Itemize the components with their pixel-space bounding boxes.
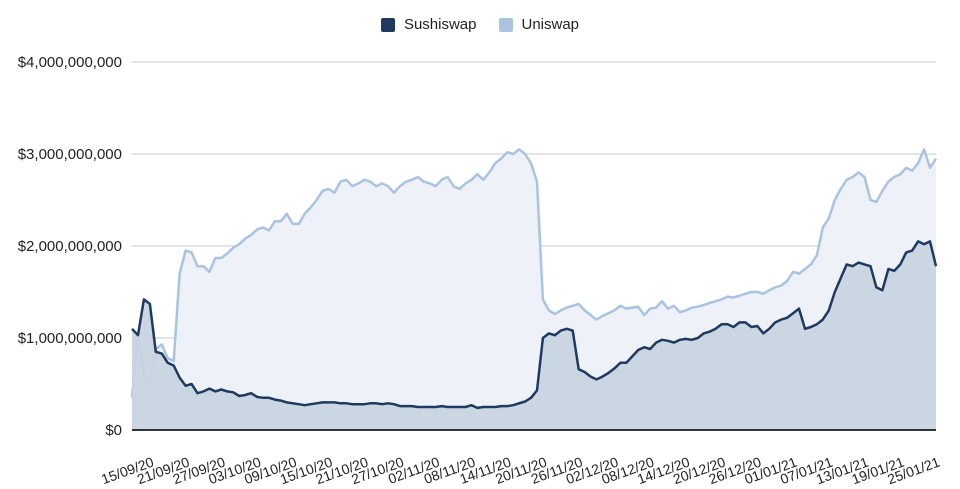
y-tick-label: $1,000,000,000 xyxy=(18,330,122,347)
legend-label-sushiswap: Sushiswap xyxy=(403,16,477,33)
y-tick-label: $3,000,000,000 xyxy=(18,146,122,163)
y-tick-label: $4,000,000,000 xyxy=(18,54,122,71)
legend-item-uniswap[interactable]: Uniswap xyxy=(498,16,580,33)
x-axis: 15/09/2021/09/2027/09/2003/10/2009/10/20… xyxy=(99,454,942,488)
y-tick-label: $0 xyxy=(105,422,122,439)
y-axis: $0 $1,000,000,000 $2,000,000,000 $3,000,000… xyxy=(18,54,122,439)
chart-legend: Sushiswap Uniswap xyxy=(0,16,960,33)
plot-areas xyxy=(130,148,938,430)
legend-item-sushiswap[interactable]: Sushiswap xyxy=(380,16,477,33)
y-tick-label: $2,000,000,000 xyxy=(18,238,122,255)
legend-swatch-uniswap xyxy=(498,17,513,32)
legend-label-uniswap: Uniswap xyxy=(521,16,580,33)
uniswap-line xyxy=(130,148,938,398)
sushiswap-line xyxy=(131,240,938,410)
legend-swatch-sushiswap xyxy=(380,17,395,32)
sushiswap-area xyxy=(132,241,936,430)
